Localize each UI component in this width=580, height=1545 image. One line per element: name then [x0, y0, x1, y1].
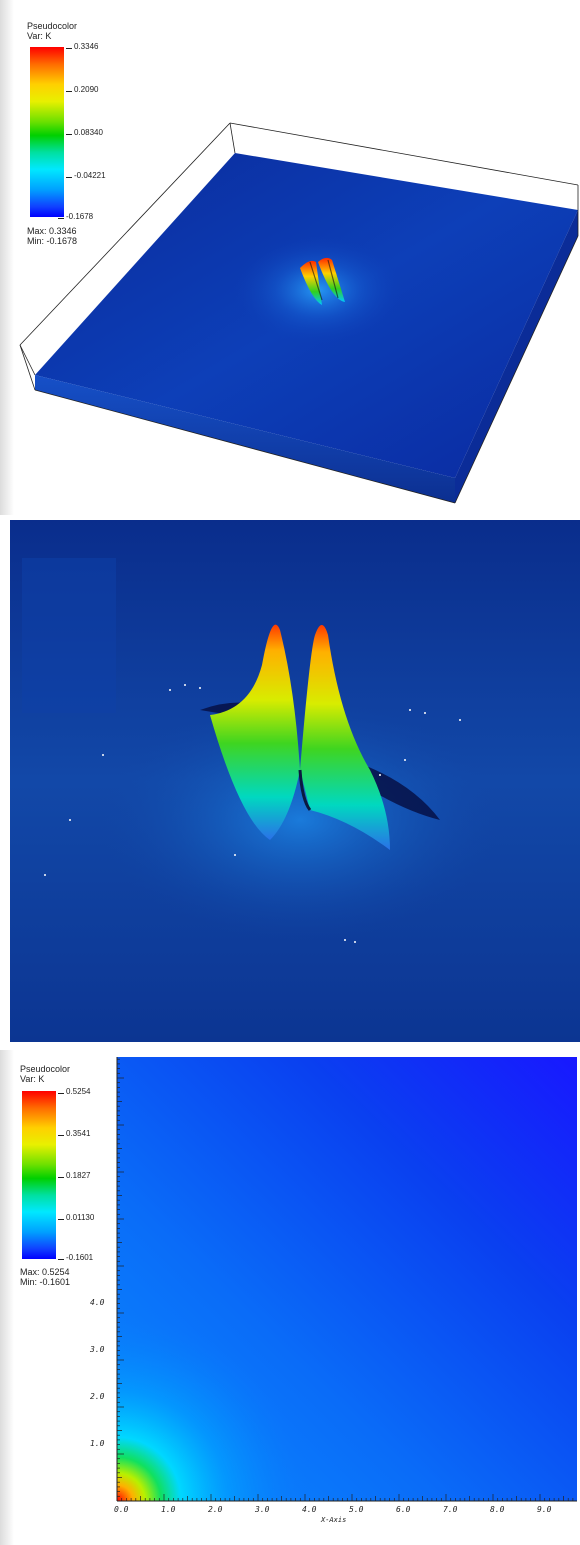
legend-min: Min: -0.1601: [20, 1277, 71, 1287]
x-tick-label: 7.0: [443, 1505, 458, 1514]
legend-colorbar: [30, 47, 64, 217]
legend-tick: 0.3541: [57, 1129, 91, 1138]
legend-tick: 0.3346: [65, 42, 99, 51]
legend-max: Max: 0.3346: [27, 226, 77, 236]
x-axis-title: X-Axis: [321, 1516, 347, 1524]
legend-tick: 0.01130: [57, 1213, 95, 1222]
legend-tick: -0.1601: [57, 1253, 94, 1262]
x-tick-label: 5.0: [349, 1505, 364, 1514]
x-tick-label: 4.0: [302, 1505, 317, 1514]
peak-left: [210, 624, 300, 840]
legend-var: Var: K: [20, 1074, 45, 1084]
panel-surface-closeup: [10, 520, 580, 1042]
y-axis-minor-ticks: [117, 1058, 124, 1502]
legend-tick: -0.04221: [66, 171, 106, 180]
legend-tick: 0.5254: [57, 1087, 91, 1096]
peak-right: [300, 625, 390, 850]
surface-glow: [100, 700, 500, 940]
x-axis-minor-ticks: [116, 1494, 574, 1501]
legend-colorbar: [22, 1091, 56, 1259]
valley-line: [298, 769, 312, 811]
legend-tick: 0.08340: [66, 128, 103, 137]
legend-max: Max: 0.5254: [20, 1267, 70, 1277]
legend-tick: -0.1678: [57, 212, 94, 221]
x-tick-label: 2.0: [208, 1505, 223, 1514]
plot-2d: [116, 1057, 577, 1502]
x-tick-label: 0.0: [114, 1505, 129, 1514]
surface-render: [10, 520, 580, 1042]
x-tick-label: 1.0: [161, 1505, 176, 1514]
legend-tick: 0.1827: [57, 1171, 91, 1180]
panel-2d-pseudocolor: Pseudocolor Var: K 0.5254 0.3541 0.1827 …: [0, 1052, 580, 1545]
x-tick-label: 3.0: [255, 1505, 270, 1514]
y-tick-label: 2.0: [90, 1392, 105, 1401]
box-render: [19, 122, 579, 504]
y-tick-label: 1.0: [90, 1439, 105, 1448]
y-tick-label: 3.0: [90, 1345, 105, 1354]
legend-min: Min: -0.1678: [27, 236, 78, 246]
y-tick-label: 4.0: [90, 1298, 105, 1307]
legend-var: Var: K: [27, 31, 52, 41]
x-tick-label: 9.0: [537, 1505, 552, 1514]
left-edge-shade: [0, 0, 14, 515]
box-front-side: [35, 375, 455, 503]
legend-title: Pseudocolor: [20, 1064, 71, 1074]
box-right-side: [455, 210, 578, 503]
legend-placeholder-box: [22, 558, 116, 713]
ridge-shadow: [309, 259, 339, 301]
ridge-left: [300, 260, 322, 305]
scatter-points: [44, 684, 461, 943]
x-tick-label: 8.0: [490, 1505, 505, 1514]
x-tick-label: 6.0: [396, 1505, 411, 1514]
legend-title: Pseudocolor: [27, 21, 78, 31]
surface-shadow: [350, 760, 440, 820]
legend-tick: 0.2090: [65, 85, 99, 94]
plot-hotspot: [117, 1302, 317, 1501]
panel-3d-box-view: Pseudocolor Var: K 0.3346 0.2090 0.08340…: [0, 0, 580, 515]
left-edge-shade: [0, 1050, 14, 1545]
ridge-right: [318, 257, 345, 302]
bounding-box-wireframe: [19, 122, 579, 504]
